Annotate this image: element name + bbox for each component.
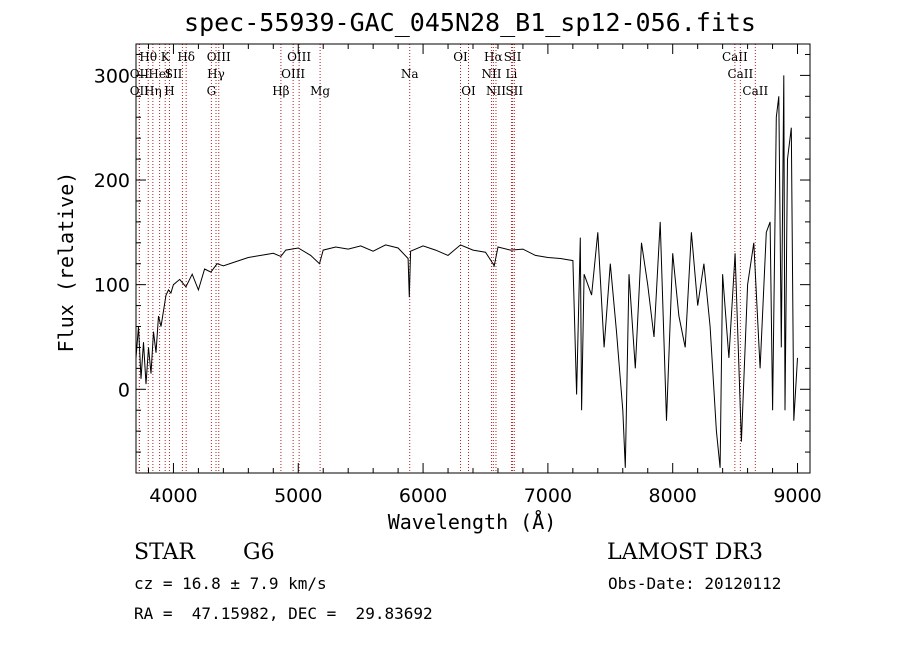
line-label-7: SII	[165, 67, 183, 81]
line-label-5: K	[161, 50, 171, 64]
line-label-17: OI	[453, 50, 468, 64]
survey-name: LAMOST DR3	[607, 540, 763, 565]
line-label-26: CaII	[727, 67, 753, 81]
x-axis-label: Wavelength (Å)	[387, 510, 557, 534]
line-label-21: NII	[486, 84, 506, 98]
line-label-13: OIII	[287, 50, 311, 64]
coords-text: RA = 47.15982, DEC = 29.83692	[134, 604, 433, 623]
line-label-0: Hθ	[139, 50, 157, 64]
line-label-14: OIII	[281, 67, 305, 81]
x-tick-label-1: 5000	[274, 485, 322, 507]
line-label-6: H	[164, 84, 174, 98]
line-label-9: OIII	[207, 50, 231, 64]
line-label-25: CaII	[722, 50, 748, 64]
x-tick-label-3: 7000	[524, 485, 572, 507]
line-label-12: Hβ	[272, 84, 289, 98]
y-tick-label-3: 300	[94, 65, 130, 87]
line-label-20: NII	[481, 67, 501, 81]
x-tick-label-5: 9000	[773, 485, 821, 507]
obs-date-text: Obs-Date: 20120112	[608, 574, 782, 593]
line-label-10: Hγ	[207, 67, 225, 81]
redshift-text: cz = 16.8 ± 7.9 km/s	[134, 574, 327, 593]
line-label-11: G	[207, 84, 217, 98]
object-class: STAR	[134, 540, 195, 565]
line-label-3: Hη	[144, 84, 162, 98]
object-subclass: G6	[243, 540, 275, 565]
chart-title: spec-55939-GAC_045N28_B1_sp12-056.fits	[184, 8, 756, 37]
spectrum-line	[136, 75, 798, 468]
line-label-18: OI	[461, 84, 476, 98]
y-tick-label-2: 200	[94, 170, 130, 192]
line-label-22: SII	[504, 50, 522, 64]
y-tick-label-1: 100	[94, 275, 130, 297]
line-label-27: CaII	[742, 84, 768, 98]
y-tick-label-0: 0	[118, 379, 130, 401]
plot-frame	[135, 43, 811, 474]
x-tick-label-4: 8000	[649, 485, 697, 507]
line-label-2: OII	[130, 84, 150, 98]
line-label-23: Li	[506, 67, 518, 81]
line-label-8: Hδ	[177, 50, 195, 64]
x-tick-label-0: 4000	[149, 485, 197, 507]
line-label-24: SII	[505, 84, 523, 98]
line-label-15: Mg	[310, 84, 330, 98]
line-label-19: Hα	[484, 50, 503, 64]
x-tick-label-2: 6000	[399, 485, 447, 507]
line-label-16: Na	[401, 67, 419, 81]
